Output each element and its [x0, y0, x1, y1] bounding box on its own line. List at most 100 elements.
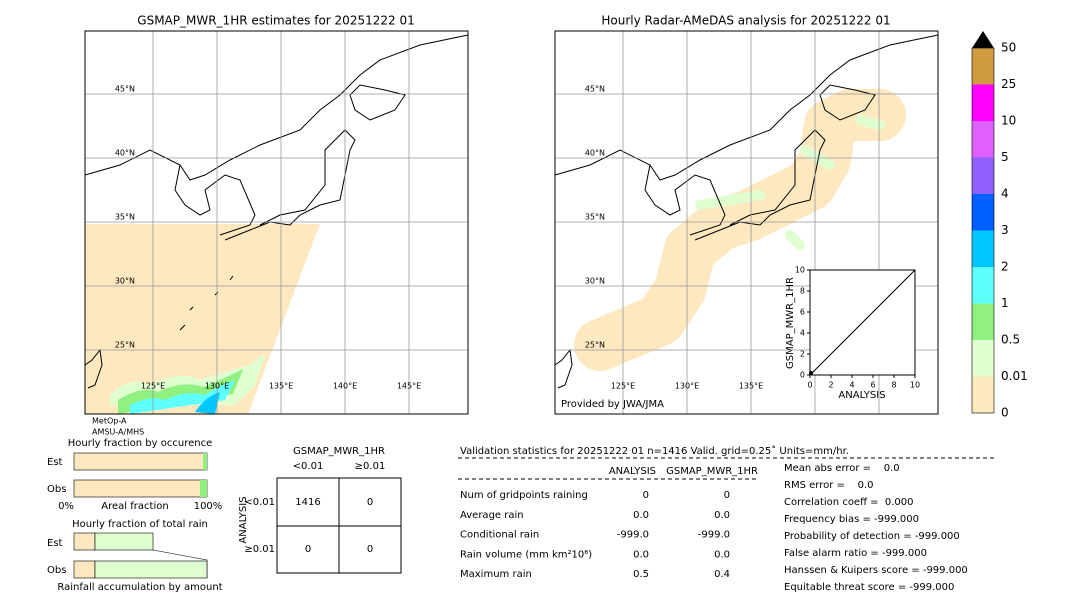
label: Conditional rain	[460, 530, 539, 541]
label: Hourly Radar-AMeDAS analysis for 2025122…	[601, 14, 890, 28]
left-map	[84, 30, 469, 415]
colorbar-segment	[972, 303, 994, 340]
obs-bar	[73, 479, 208, 498]
label: 0	[367, 497, 373, 508]
colorbar-segment	[972, 267, 994, 304]
label: 4	[800, 329, 805, 338]
label: 0.0	[633, 510, 649, 521]
coastline	[554, 34, 939, 389]
label: 135°E	[269, 382, 293, 391]
label: 3	[1001, 223, 1009, 237]
colorbar-frame	[971, 47, 995, 414]
label: Average rain	[460, 510, 524, 521]
colorbar-segment	[972, 84, 994, 121]
colorbar-segment	[972, 340, 994, 377]
label: 0.0	[633, 549, 649, 560]
right-map	[554, 30, 939, 415]
obs-bar	[94, 560, 208, 579]
label: -999.0	[698, 530, 730, 541]
rain-area	[695, 115, 885, 250]
label: Maximum rain	[460, 569, 532, 580]
label: GSMAP_MWR_1HR estimates for 20251222 01	[137, 14, 414, 28]
label: 4	[849, 381, 854, 390]
rain-area	[85, 224, 320, 414]
label: 130°E	[675, 382, 699, 391]
label: 2	[1001, 260, 1009, 274]
label: 0.5	[1001, 333, 1020, 347]
colorbar-segment	[972, 48, 994, 85]
label: Equitable threat score = -999.000	[784, 582, 954, 593]
label: Provided by JWA/JMA	[561, 399, 664, 410]
label: Validation statistics for 20251222 01 n=…	[460, 445, 849, 457]
label: 0	[1001, 406, 1009, 420]
colorbar-segment	[972, 230, 994, 267]
fraction-panels	[73, 452, 208, 579]
label: ≥0.01	[355, 461, 386, 472]
label: Hourly fraction by occurence	[68, 438, 212, 449]
label: Rainfall accumulation by amount	[57, 582, 222, 593]
label: 45°N	[585, 85, 605, 94]
label: AMSU-A/MHS	[92, 428, 144, 437]
label: 0.01	[1001, 369, 1028, 383]
est-bar	[94, 532, 154, 551]
label: GSMAP_MWR_1HR	[293, 446, 385, 457]
colorbar-extend	[972, 31, 994, 48]
label: Num of gridpoints raining	[460, 490, 588, 501]
label: Hourly fraction of total rain	[72, 519, 208, 530]
label: 10	[1001, 114, 1016, 128]
label: 0	[367, 544, 373, 555]
diagonal	[809, 269, 916, 376]
label: 125°E	[611, 382, 635, 391]
label: 135°E	[739, 382, 763, 391]
rain-area	[574, 89, 906, 371]
colorbar-segment	[972, 157, 994, 194]
label: 30°N	[585, 277, 605, 286]
label: 40°N	[585, 149, 605, 158]
scatter-point	[809, 371, 813, 375]
obs-bar	[200, 480, 207, 497]
label: 1416	[295, 497, 320, 508]
colorbar-segment	[972, 194, 994, 231]
label: 0	[724, 490, 730, 501]
label: 0.0	[714, 510, 730, 521]
label: 25	[1001, 77, 1016, 91]
label: 10	[795, 266, 805, 275]
label: Mean abs error = 0.0	[784, 463, 900, 474]
label: 125°E	[141, 382, 165, 391]
rain-area	[195, 392, 220, 414]
label: ≥0.01	[244, 544, 275, 555]
label: 30°N	[115, 277, 135, 286]
label: <0.01	[293, 461, 324, 472]
label: 0.5	[633, 569, 649, 580]
coastline	[84, 34, 469, 389]
obs-bar	[73, 560, 96, 579]
label: ANALYSIS	[238, 496, 249, 543]
label: 40°N	[115, 149, 135, 158]
label: ANALYSIS	[609, 466, 656, 477]
label: MetOp-A	[92, 417, 127, 426]
label: 8	[891, 381, 896, 390]
colorbar-segment	[972, 376, 994, 413]
label: 4	[1001, 187, 1009, 201]
contingency-table	[276, 477, 402, 574]
label: 6	[870, 381, 875, 390]
label: Est	[47, 538, 63, 549]
label: 6	[800, 308, 805, 317]
label: 2	[828, 381, 833, 390]
label: 0.4	[714, 569, 730, 580]
label: 0%	[58, 501, 74, 512]
label: Hanssen & Kuipers score = -999.000	[784, 565, 968, 576]
label: 0	[800, 371, 805, 380]
label: 145°E	[397, 382, 421, 391]
map-border	[84, 30, 469, 415]
label: 10	[910, 381, 920, 390]
label: Probability of detection = -999.000	[784, 531, 960, 542]
label: Correlation coeff = 0.000	[784, 497, 914, 508]
est-bar	[73, 532, 96, 551]
label: 50	[1001, 41, 1016, 55]
label: 25°N	[585, 341, 605, 350]
colorbar-segment	[972, 121, 994, 158]
label: Est	[47, 457, 63, 468]
label: 130°E	[205, 382, 229, 391]
